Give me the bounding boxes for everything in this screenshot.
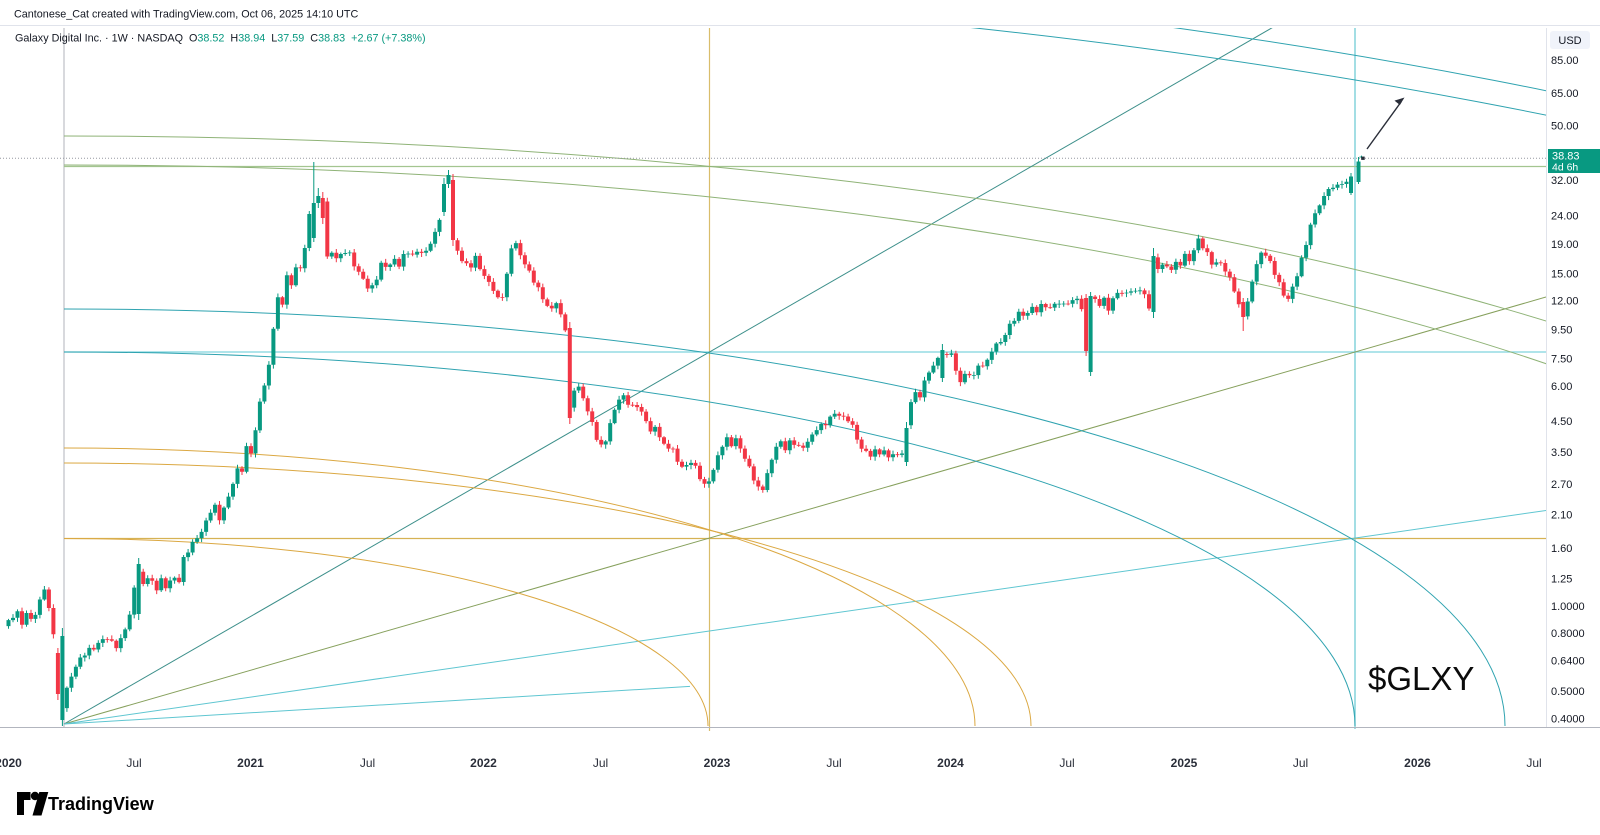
svg-text:32.00: 32.00 bbox=[1551, 175, 1579, 187]
svg-text:2.10: 2.10 bbox=[1551, 510, 1572, 522]
svg-text:2022: 2022 bbox=[470, 756, 497, 770]
svg-text:2021: 2021 bbox=[237, 756, 264, 770]
svg-text:38.83: 38.83 bbox=[1552, 151, 1580, 163]
svg-text:TradingView: TradingView bbox=[48, 794, 155, 814]
svg-text:Jul: Jul bbox=[126, 756, 141, 770]
svg-text:Jul: Jul bbox=[360, 756, 375, 770]
svg-text:19.00: 19.00 bbox=[1551, 239, 1579, 251]
svg-text:50.00: 50.00 bbox=[1551, 120, 1579, 132]
svg-text:0.6400: 0.6400 bbox=[1551, 656, 1585, 668]
svg-text:USD: USD bbox=[1558, 35, 1581, 47]
svg-text:Cantonese_Cat created with Tra: Cantonese_Cat created with TradingView.c… bbox=[14, 9, 358, 21]
svg-text:3.50: 3.50 bbox=[1551, 447, 1572, 459]
svg-text:4d 6h: 4d 6h bbox=[1552, 162, 1578, 174]
svg-text:9.50: 9.50 bbox=[1551, 324, 1572, 336]
svg-text:65.00: 65.00 bbox=[1551, 88, 1579, 100]
svg-text:24.00: 24.00 bbox=[1551, 211, 1579, 223]
svg-text:0.4000: 0.4000 bbox=[1551, 713, 1585, 725]
svg-text:15.00: 15.00 bbox=[1551, 268, 1579, 280]
svg-text:Jul: Jul bbox=[1293, 756, 1308, 770]
svg-text:Galaxy Digital Inc. · 1W · NAS: Galaxy Digital Inc. · 1W · NASDAQ O38.52… bbox=[15, 33, 426, 45]
svg-text:2024: 2024 bbox=[937, 756, 964, 770]
svg-text:1.60: 1.60 bbox=[1551, 543, 1572, 555]
svg-text:1.25: 1.25 bbox=[1551, 573, 1572, 585]
svg-text:0.5000: 0.5000 bbox=[1551, 686, 1585, 698]
svg-text:Jul: Jul bbox=[1059, 756, 1074, 770]
svg-text:85.00: 85.00 bbox=[1551, 55, 1579, 67]
svg-text:2.70: 2.70 bbox=[1551, 479, 1572, 491]
svg-text:0.8000: 0.8000 bbox=[1551, 628, 1585, 640]
svg-text:1.0000: 1.0000 bbox=[1551, 601, 1585, 613]
svg-text:2020: 2020 bbox=[0, 756, 22, 770]
svg-text:6.00: 6.00 bbox=[1551, 381, 1572, 393]
svg-text:2023: 2023 bbox=[704, 756, 731, 770]
svg-text:4.50: 4.50 bbox=[1551, 416, 1572, 428]
svg-text:Jul: Jul bbox=[1526, 756, 1541, 770]
svg-text:7.50: 7.50 bbox=[1551, 353, 1572, 365]
svg-text:12.00: 12.00 bbox=[1551, 296, 1579, 308]
svg-text:$GLXY: $GLXY bbox=[1368, 660, 1474, 697]
svg-text:Jul: Jul bbox=[593, 756, 608, 770]
svg-text:2026: 2026 bbox=[1404, 756, 1431, 770]
svg-text:2025: 2025 bbox=[1171, 756, 1198, 770]
svg-text:Jul: Jul bbox=[826, 756, 841, 770]
